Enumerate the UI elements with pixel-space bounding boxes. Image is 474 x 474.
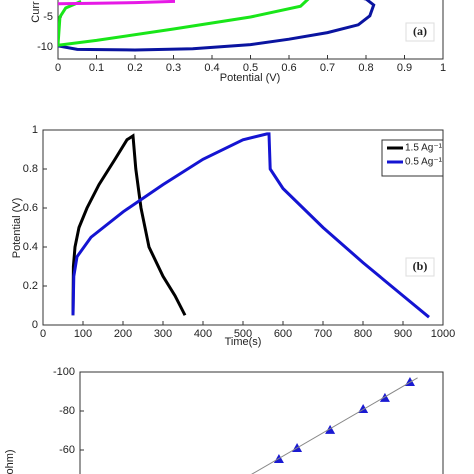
- y-tick-label: 0.8: [23, 163, 38, 175]
- y-tick-label: -10: [37, 41, 53, 53]
- x-tick-label: 0.9: [397, 62, 412, 74]
- annotation-box: [405, 257, 435, 277]
- x-axis-label: Time(s): [225, 336, 262, 348]
- y-tick-label: -60: [59, 444, 75, 456]
- y-axis-label: Potential (V): [11, 198, 23, 259]
- x-tick-label: 300: [154, 328, 172, 340]
- x-tick-label: 500: [234, 328, 252, 340]
- x-tick-label: 0.5: [243, 62, 258, 74]
- plot-area: [58, 0, 376, 52]
- x-tick-label: 800: [354, 328, 372, 340]
- data-point: [379, 392, 390, 402]
- annotation-box: [405, 22, 435, 42]
- x-tick-label: 1000: [431, 328, 455, 340]
- annotation: (b): [413, 259, 428, 273]
- x-tick-label: 700: [314, 328, 332, 340]
- legend-box: [381, 139, 444, 177]
- plot-area: [251, 376, 418, 474]
- legend-label: 1.5 Ag⁻¹: [405, 143, 443, 154]
- plot-frame: [79, 371, 444, 474]
- data-line: [58, 0, 310, 47]
- x-tick-label: 0: [40, 328, 46, 340]
- x-tick-label: 200: [114, 328, 132, 340]
- y-tick-label: -100: [53, 366, 75, 378]
- x-tick-label: 0: [55, 62, 61, 74]
- y-tick-label: 0.2: [23, 280, 38, 292]
- y-axis-label: Curr: [30, 1, 42, 23]
- data-line: [71, 132, 430, 319]
- x-tick-label: 400: [194, 328, 212, 340]
- data-line: [58, 0, 175, 6]
- panel: 0 100 200 300 400 500 600 700 800 900 1000 0 0.2 0.4 0…: [11, 124, 455, 348]
- y-tick-label: -5: [43, 11, 53, 23]
- panel: 0 0.1 0.2 0.3 0.4 0.5 0.6 0.7 0.8 0.9 1 -10 -5 Potent…: [30, 0, 446, 84]
- y-tick-label: 1: [32, 124, 38, 136]
- x-tick-label: 0.1: [89, 62, 104, 74]
- x-axis-label: Potential (V): [220, 72, 281, 84]
- panel: -100 -80 -60 ohm): [4, 366, 444, 474]
- x-tick-label: 0.8: [358, 62, 373, 74]
- x-tick-label: 0.2: [127, 62, 142, 74]
- x-tick-label: 0.7: [320, 62, 335, 74]
- x-tick-label: 600: [274, 328, 292, 340]
- data-line: [58, 0, 376, 52]
- y-tick-label: 0: [32, 319, 38, 331]
- y-tick-label: 0.6: [23, 202, 38, 214]
- x-tick-label: 0.6: [281, 62, 296, 74]
- data-line: [251, 377, 418, 474]
- y-tick-label: -80: [59, 405, 75, 417]
- data-line: [71, 133, 187, 316]
- x-tick-label: 900: [394, 328, 412, 340]
- x-tick-label: 100: [74, 328, 92, 340]
- x-tick-label: 0.3: [166, 62, 181, 74]
- y-axis-label: ohm): [4, 449, 16, 474]
- annotation: (a): [413, 24, 427, 38]
- x-tick-label: 1: [440, 62, 446, 74]
- y-tick-label: 0.4: [23, 241, 38, 253]
- x-tick-label: 0.4: [204, 62, 219, 74]
- plot-area: [71, 132, 430, 319]
- data-point: [325, 424, 336, 434]
- legend-label: 0.5 Ag⁻¹: [405, 157, 443, 168]
